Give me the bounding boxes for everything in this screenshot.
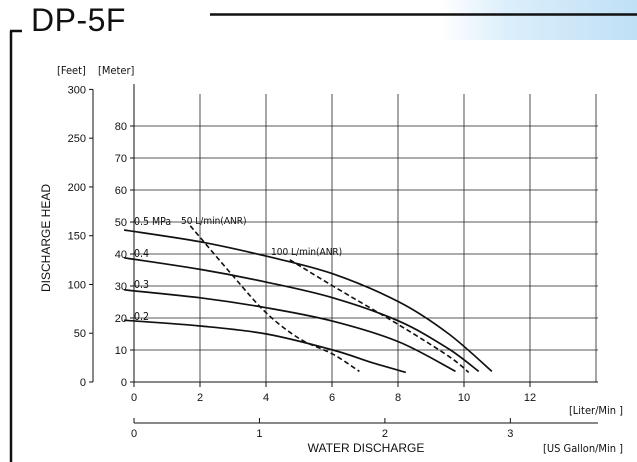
y-meter-tick-label: 10 — [115, 345, 127, 357]
y-meter-tick-label: 50 — [115, 217, 127, 229]
y-feet-tick-label: 150 — [68, 231, 86, 243]
x-tick-label: 6 — [329, 392, 335, 404]
y-meter-tick-label: 60 — [115, 185, 127, 197]
y-feet-tick-label: 250 — [68, 133, 86, 145]
y-meter-tick-label: 20 — [115, 313, 127, 325]
series-line-2 — [124, 288, 456, 373]
y-feet-tick-label: 0 — [80, 377, 86, 389]
x-tick-label: 12 — [524, 392, 536, 404]
series-line-3 — [124, 319, 407, 374]
x2-tick-label: 3 — [507, 428, 513, 440]
x-tick-label: 0 — [131, 392, 137, 404]
series-label-3: 0.2 — [134, 311, 149, 323]
y-meter-tick-label: 40 — [115, 249, 127, 261]
header-gradient-banner — [440, 0, 637, 40]
y-meter-tick-label: 30 — [115, 281, 127, 293]
x-unit-primary: [Liter/Min ] — [569, 404, 623, 417]
x-axis-label: WATER DISCHARGE — [308, 441, 425, 455]
series-line-1 — [123, 256, 480, 373]
chart-title: DP-5F — [31, 2, 126, 38]
x-tick-label: 4 — [263, 392, 269, 404]
series-label-2: 0.3 — [134, 279, 149, 291]
x-tick-label: 2 — [197, 392, 203, 404]
x-tick-label: 10 — [458, 392, 470, 404]
series-label-5: 100 L/min(ANR) — [271, 247, 342, 258]
series-line-5 — [289, 259, 470, 374]
y-feet-tick-label: 300 — [68, 84, 86, 96]
y-unit-meter: [Meter] — [98, 64, 135, 77]
y-feet-tick-label: 100 — [68, 279, 86, 291]
x2-tick-label: 0 — [131, 428, 137, 440]
y-meter-tick-label: 0 — [121, 377, 127, 389]
y-meter-tick-label: 80 — [115, 121, 127, 133]
y-feet-tick-label: 200 — [68, 182, 86, 194]
y-feet-tick-label: 50 — [74, 328, 86, 340]
series-line-0 — [123, 229, 493, 373]
series-line-4 — [189, 225, 360, 373]
x2-tick-label: 2 — [382, 428, 388, 440]
y-axis-label: DISCHARGE HEAD — [39, 184, 53, 292]
x-unit-secondary: [US Gallon/Min ] — [543, 442, 623, 455]
y-unit-feet: [Feet] — [57, 64, 86, 77]
series-label-1: 0.4 — [134, 248, 149, 260]
y-meter-tick-label: 70 — [115, 153, 127, 165]
x2-tick-label: 1 — [256, 428, 262, 440]
series-label-0: 0.5 MPa — [134, 216, 171, 228]
x-tick-label: 8 — [395, 392, 401, 404]
series-label-4: 50 L/min(ANR) — [181, 216, 246, 227]
